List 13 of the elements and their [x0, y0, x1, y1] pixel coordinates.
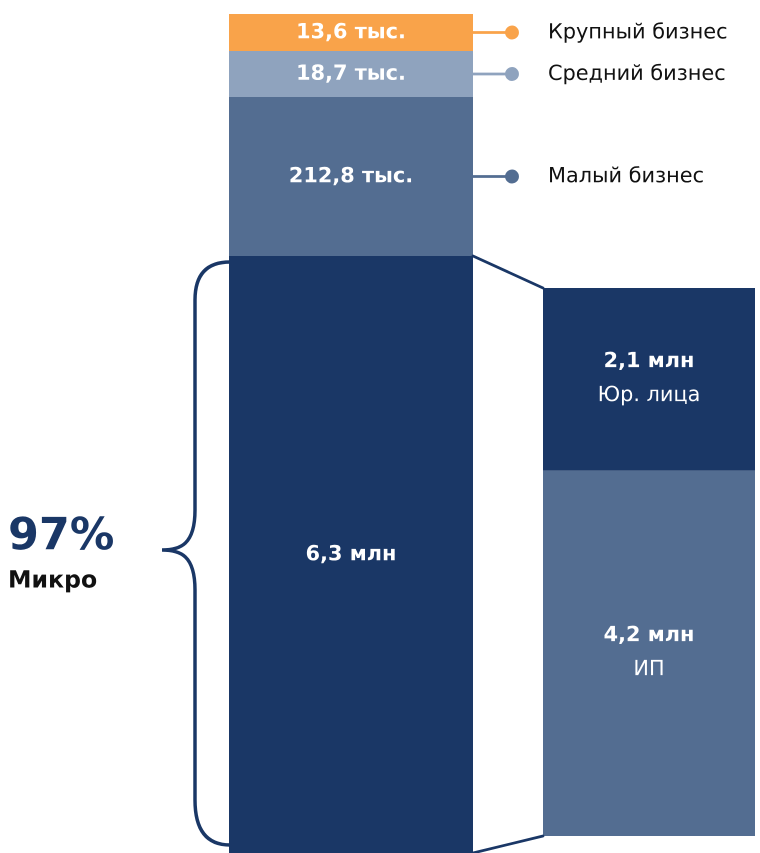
category-label: Средний бизнес	[549, 64, 724, 84]
data-label: 18,7 тыс.	[298, 64, 404, 83]
category-label: Крупный бизнес	[550, 22, 726, 43]
category-label: Малый бизнес	[550, 166, 703, 183]
data-label: 6,3 млн	[306, 544, 395, 564]
text: 97%	[10, 516, 113, 550]
data-label: 2,1 млн	[605, 352, 693, 370]
category-label: Юр. лица	[600, 386, 698, 406]
data-label: 4,2 млн	[604, 626, 693, 644]
data-label: 212,8 тыс.	[290, 166, 412, 186]
category-label: ИП	[635, 660, 663, 676]
data-label: 13,6 тыс.	[298, 22, 404, 42]
text: Микро	[10, 570, 96, 592]
